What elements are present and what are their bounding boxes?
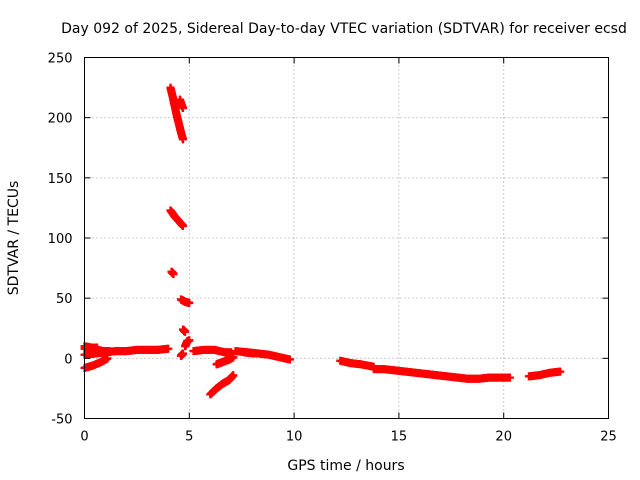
data-point bbox=[93, 343, 102, 352]
data-point bbox=[185, 336, 194, 345]
y-tick-label: 100 bbox=[48, 232, 73, 247]
data-segment bbox=[175, 95, 188, 113]
axis-ticks bbox=[84, 57, 609, 419]
y-tick-label: 50 bbox=[56, 292, 73, 307]
x-tick-label: 0 bbox=[80, 430, 88, 445]
data-point bbox=[229, 353, 238, 362]
data-point bbox=[103, 354, 112, 363]
y-tick-label: 250 bbox=[48, 52, 73, 67]
data-point bbox=[250, 349, 259, 358]
data-point bbox=[179, 135, 188, 144]
data-point bbox=[105, 347, 114, 356]
y-tick-label: 150 bbox=[48, 172, 73, 187]
data-segment bbox=[179, 325, 190, 336]
data-segment bbox=[181, 336, 194, 351]
data-point bbox=[164, 344, 173, 353]
data-segment bbox=[176, 349, 188, 360]
data-segment bbox=[239, 348, 259, 358]
data-point bbox=[229, 371, 238, 380]
data-point bbox=[285, 355, 294, 364]
x-tick-label: 25 bbox=[600, 430, 617, 445]
grid-lines bbox=[84, 57, 609, 419]
data-segment bbox=[212, 353, 238, 369]
x-axis-label: GPS time / hours bbox=[287, 458, 404, 474]
x-tick-label: 5 bbox=[185, 430, 193, 445]
y-tick-label: 200 bbox=[48, 112, 73, 127]
data-segment bbox=[176, 295, 194, 307]
x-tick-label: 10 bbox=[286, 430, 303, 445]
data-point bbox=[175, 95, 184, 104]
y-tick-label: -50 bbox=[51, 413, 72, 428]
data-point bbox=[185, 298, 194, 307]
data-points bbox=[80, 83, 565, 399]
data-point bbox=[179, 221, 188, 230]
data-segment bbox=[167, 267, 178, 279]
data-segment bbox=[432, 371, 514, 383]
data-point bbox=[169, 270, 178, 279]
data-segment bbox=[166, 83, 188, 144]
data-point bbox=[505, 373, 514, 382]
y-tick-label: 0 bbox=[64, 352, 72, 367]
chart-title: Day 092 of 2025, Sidereal Day-to-day VTE… bbox=[61, 21, 627, 37]
data-point bbox=[181, 327, 190, 336]
x-tick-label: 20 bbox=[495, 430, 512, 445]
data-point bbox=[179, 349, 188, 358]
data-segment bbox=[166, 206, 188, 230]
data-segment bbox=[189, 345, 236, 357]
data-segment bbox=[80, 354, 112, 372]
data-point bbox=[556, 367, 565, 376]
data-segment bbox=[524, 367, 565, 381]
x-tick-label: 15 bbox=[391, 430, 408, 445]
data-segment bbox=[231, 347, 294, 364]
data-segment bbox=[80, 342, 102, 352]
data-segment bbox=[206, 371, 238, 399]
data-segment bbox=[369, 365, 441, 380]
y-axis-label: SDTVAR / TECUs bbox=[6, 181, 22, 296]
